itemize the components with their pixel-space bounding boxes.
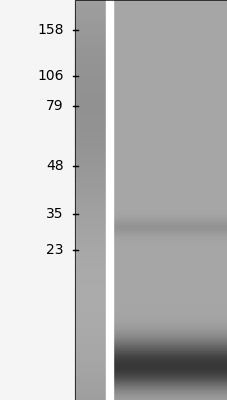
Text: 158: 158 (37, 23, 64, 37)
Text: 48: 48 (46, 159, 64, 173)
Text: 23: 23 (46, 243, 64, 257)
Text: 35: 35 (46, 207, 64, 221)
Text: 79: 79 (46, 99, 64, 113)
Text: 106: 106 (37, 69, 64, 83)
Bar (75, 0, 227, 400)
